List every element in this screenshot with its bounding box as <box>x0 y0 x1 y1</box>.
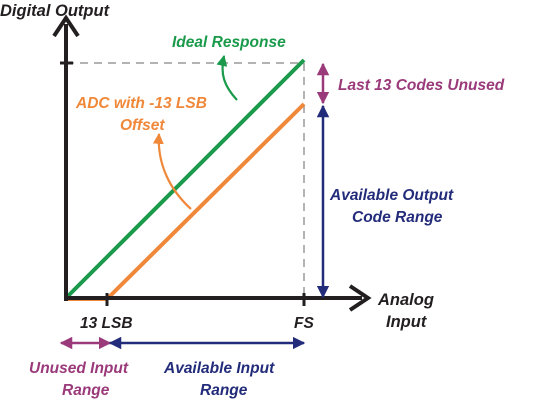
x-axis-label-line2: Input <box>386 313 428 331</box>
output-range-label-line1: Available Output <box>329 187 454 204</box>
offset-label-line1: ADC with -13 LSB <box>75 95 207 112</box>
offset-label-line2: Offset <box>120 117 165 134</box>
x-axis-label-line1: Analog <box>377 291 434 309</box>
y-axis-arrow-icon <box>52 14 80 38</box>
last-codes-label: Last 13 Codes Unused <box>338 77 505 94</box>
unused-input-label-line1: Unused Input <box>29 360 129 377</box>
unused-input-label-line2: Range <box>62 382 110 399</box>
ideal-callout-arrow <box>216 54 238 101</box>
x-axis-arrow-icon <box>348 284 372 312</box>
x-tick-label-fs: FS <box>294 315 314 332</box>
ideal-response-label: Ideal Response <box>172 34 286 51</box>
available-input-label-line2: Range <box>200 382 248 399</box>
output-range-label-line2: Code Range <box>352 209 443 226</box>
x-tick-label-lsb: 13 LSB <box>80 315 133 332</box>
available-input-label-line1: Available Input <box>163 360 275 377</box>
offset-callout-arrow <box>152 132 192 210</box>
y-axis-label: Digital Output <box>0 2 111 20</box>
ideal-response-line <box>64 58 306 300</box>
offset-response-line <box>66 102 306 301</box>
